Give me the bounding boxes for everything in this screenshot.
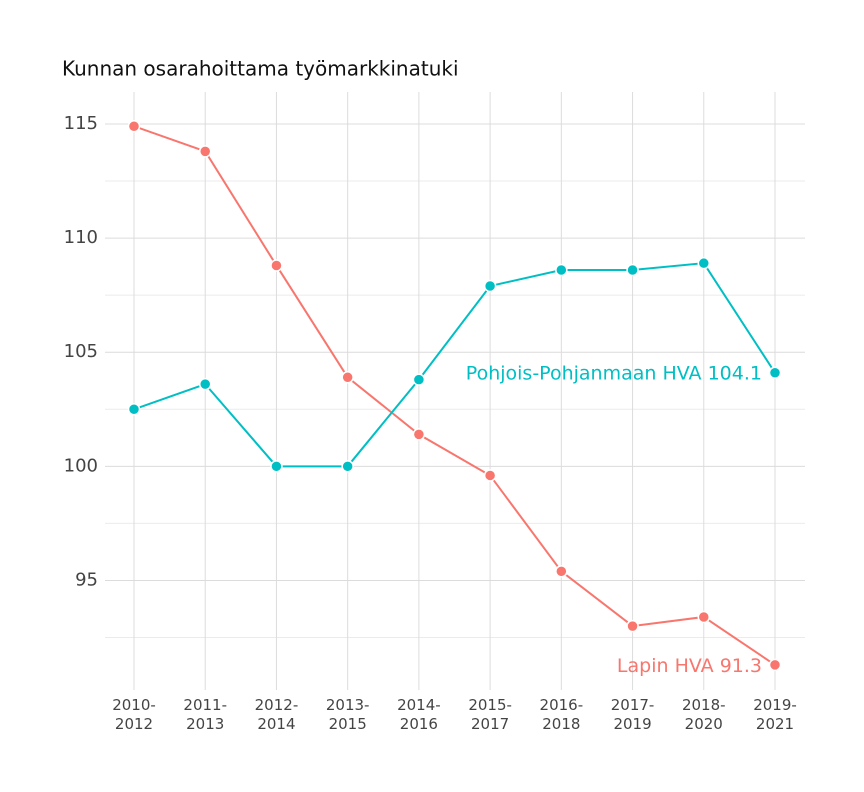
point xyxy=(555,565,568,578)
series-line xyxy=(133,125,776,666)
y-tick-label: 105 xyxy=(64,341,98,362)
y-tick-label: 110 xyxy=(64,227,98,248)
point xyxy=(270,460,283,473)
point xyxy=(626,263,639,277)
y-tick-label: 100 xyxy=(64,455,98,476)
point xyxy=(768,658,782,672)
point xyxy=(270,259,283,272)
point xyxy=(341,460,354,473)
point xyxy=(626,619,639,633)
x-tick-label: 2012-2014 xyxy=(255,696,299,733)
x-tick-label: 2011-2013 xyxy=(183,696,227,733)
point xyxy=(127,403,141,416)
point xyxy=(341,371,354,384)
point xyxy=(697,610,711,624)
end-label: Pohjois-Pohjanmaan HVA 104.1 xyxy=(466,362,762,384)
point xyxy=(412,373,426,386)
value-label: 104.1 xyxy=(708,362,762,384)
end-label: Lapin HVA 91.3 xyxy=(617,654,762,676)
point xyxy=(198,145,212,158)
point xyxy=(198,377,212,391)
x-tick-label: 2019-2021 xyxy=(753,696,797,733)
point xyxy=(412,428,426,441)
point xyxy=(483,279,497,293)
series-name: Lapin HVA xyxy=(617,654,714,676)
series-line xyxy=(133,262,776,468)
x-tick-label: 2017-2019 xyxy=(611,696,655,733)
series-name: Pohjois-Pohjanmaan HVA xyxy=(466,362,702,384)
y-tick-label: 115 xyxy=(64,113,98,134)
x-tick-label: 2013-2015 xyxy=(326,696,370,733)
point xyxy=(555,263,568,277)
value-label: 91.3 xyxy=(720,654,762,676)
point xyxy=(483,469,497,482)
grid xyxy=(105,92,805,690)
x-tick-label: 2016-2018 xyxy=(540,696,584,733)
x-tick-label: 2015-2017 xyxy=(468,696,512,733)
point xyxy=(697,256,711,270)
point xyxy=(768,366,782,379)
point xyxy=(127,119,141,133)
x-tick-label: 2010-2012 xyxy=(112,696,156,733)
x-tick-label: 2018-2020 xyxy=(682,696,726,733)
x-tick-label: 2014-2016 xyxy=(397,696,441,733)
chart-title: Kunnan osarahoittama työmarkkinatuki xyxy=(62,57,459,81)
y-tick-label: 95 xyxy=(75,569,98,590)
